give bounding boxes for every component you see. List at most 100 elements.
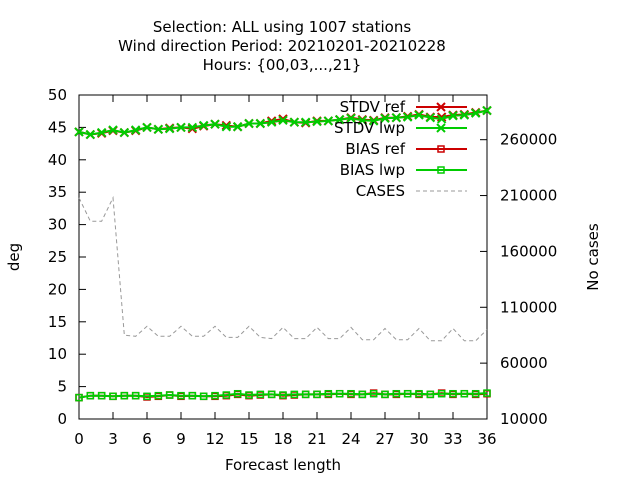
- data-point: [470, 108, 481, 118]
- series-line: [78, 392, 488, 399]
- x-tick-label: 27: [375, 430, 394, 448]
- y-tick-label: 45: [48, 118, 67, 136]
- x-tick-label: 36: [477, 430, 496, 448]
- legend-entry: CASES: [356, 182, 467, 200]
- data-point: [459, 110, 470, 120]
- data-point: [97, 391, 106, 400]
- legend-label: BIAS ref: [345, 140, 405, 158]
- x-tick-label: 0: [74, 430, 84, 448]
- x-tick-label: 24: [341, 430, 360, 448]
- data-point: [266, 117, 277, 127]
- data-point: [164, 123, 175, 134]
- tick-labels: 0 3 6 9 12 15 18 21 24 27 30 33 36051015202530354045…: [48, 86, 557, 448]
- data-point: [119, 127, 130, 138]
- legend-entry: BIAS lwp: [340, 161, 467, 179]
- data-point: [211, 391, 219, 400]
- data-point: [380, 113, 390, 124]
- data-point: [267, 390, 276, 399]
- data-point: [313, 390, 321, 399]
- y-tick-label: 40: [48, 151, 67, 169]
- y2-tick-label: 110000: [500, 298, 557, 316]
- data-point: [368, 116, 379, 126]
- data-point: [233, 389, 242, 398]
- y2-tick-label: 260000: [500, 131, 557, 149]
- x-tick-label: 15: [239, 430, 258, 448]
- data-point: [143, 392, 151, 401]
- x-tick-label: 21: [307, 430, 326, 448]
- data-point: [324, 389, 333, 398]
- data-point: [199, 392, 208, 401]
- data-point: [245, 391, 253, 399]
- y-tick-label: 15: [48, 313, 67, 331]
- legend-marker: [437, 145, 445, 153]
- y2-tick-label: 60000: [500, 354, 548, 372]
- legend-marker: [436, 102, 446, 112]
- data-point: [255, 118, 266, 129]
- data-point: [109, 392, 117, 401]
- y2-tick-label: 210000: [500, 187, 557, 205]
- legend-marker: [436, 123, 446, 133]
- data-point: [448, 111, 458, 121]
- series-line: [78, 109, 488, 136]
- y2-tick-label: 160000: [500, 242, 557, 260]
- legend-marker: [437, 166, 445, 174]
- series-3: [75, 389, 491, 402]
- data-point: [279, 391, 287, 399]
- data-point: [358, 390, 367, 399]
- y-axis-label: deg: [5, 243, 23, 271]
- x-tick-label: 9: [176, 430, 186, 448]
- x-tick-label: 12: [205, 430, 224, 448]
- series-line: [78, 195, 488, 342]
- y2-axis-label: No cases: [584, 223, 602, 291]
- data-point: [482, 105, 492, 116]
- data-point: [256, 390, 265, 399]
- y-tick-label: 25: [48, 248, 67, 266]
- data-point: [483, 389, 491, 397]
- data-point: [74, 127, 84, 137]
- title-line-1: Selection: ALL using 1007 stations: [153, 18, 412, 36]
- data-point: [187, 122, 198, 133]
- x-tick-label: 3: [108, 430, 118, 448]
- series-4: [78, 195, 488, 342]
- data-point: [86, 391, 95, 400]
- data-point: [289, 117, 300, 127]
- chart-title: Selection: ALL using 1007 stations Wind …: [118, 18, 446, 74]
- x-tick-label: 30: [409, 430, 428, 448]
- series-1: [74, 105, 492, 140]
- y-tick-label: 35: [48, 183, 67, 201]
- x-axis-label: Forecast length: [225, 456, 341, 474]
- plot-frame: [78, 94, 488, 420]
- data-point: [154, 391, 163, 400]
- legend-label: CASES: [356, 182, 405, 200]
- data-point: [347, 389, 355, 398]
- data-point: [437, 389, 446, 398]
- data-point: [425, 112, 436, 123]
- y2-tick-label: 10000: [500, 410, 548, 428]
- data-point: [449, 389, 457, 398]
- data-point: [334, 114, 345, 125]
- y-tick-label: 30: [48, 216, 67, 234]
- data-point: [323, 116, 334, 126]
- data-point: [290, 390, 299, 399]
- data-point: [75, 393, 83, 402]
- data-point: [108, 125, 118, 135]
- data-point: [471, 389, 480, 398]
- x-tick-label: 6: [142, 430, 152, 448]
- data-point: [142, 122, 152, 133]
- legend-label: BIAS lwp: [340, 161, 405, 179]
- data-point: [85, 129, 96, 140]
- title-line-2: Wind direction Period: 20210201-20210228: [118, 37, 446, 55]
- series-layer: [74, 105, 492, 402]
- legend-label: STDV ref: [340, 98, 406, 116]
- data-point: [244, 118, 254, 129]
- data-point: [198, 120, 209, 131]
- legend: STDV ref STDV lwp BIAS ref BIAS lwp CASES: [334, 98, 467, 200]
- data-point: [153, 124, 164, 135]
- data-point: [391, 112, 402, 123]
- data-point: [188, 391, 197, 400]
- data-point: [221, 122, 232, 132]
- data-point: [120, 391, 129, 400]
- data-point: [210, 119, 220, 129]
- data-point: [222, 391, 231, 399]
